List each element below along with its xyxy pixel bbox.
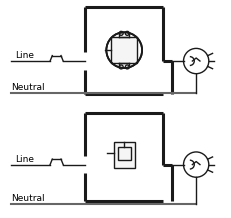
Text: Neutral: Neutral — [11, 194, 45, 203]
Bar — [118, 147, 131, 160]
Text: Neutral: Neutral — [11, 83, 45, 92]
Text: Line: Line — [15, 155, 34, 164]
Bar — [114, 142, 135, 168]
Text: Line: Line — [15, 51, 34, 60]
Bar — [111, 37, 137, 63]
